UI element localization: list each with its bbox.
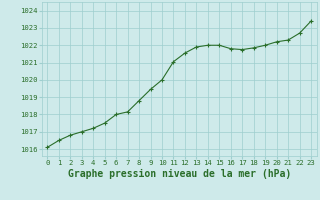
X-axis label: Graphe pression niveau de la mer (hPa): Graphe pression niveau de la mer (hPa): [68, 169, 291, 179]
